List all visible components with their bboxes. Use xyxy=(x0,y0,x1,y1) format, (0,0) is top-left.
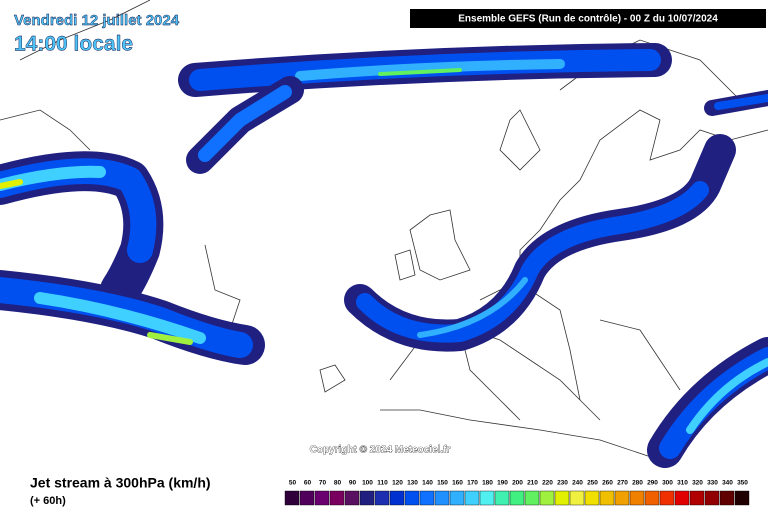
legend-swatch xyxy=(419,490,435,506)
legend-swatch xyxy=(569,490,585,506)
jet-iceland xyxy=(186,76,304,174)
jet-northeast xyxy=(704,90,768,116)
legend-label: 300 xyxy=(662,480,673,487)
footer-title: Jet stream à 300hPa (km/h) xyxy=(30,475,211,491)
legend-swatch xyxy=(719,490,735,506)
legend-swatch xyxy=(299,490,315,506)
legend-swatch xyxy=(674,490,690,506)
legend-label: 50 xyxy=(289,480,297,487)
legend-swatch xyxy=(494,490,510,506)
run-info-box xyxy=(410,9,766,28)
legend-swatch xyxy=(539,490,555,506)
legend-swatch xyxy=(689,490,705,506)
legend-label: 150 xyxy=(437,480,448,487)
legend-swatch xyxy=(599,490,615,506)
legend-swatch xyxy=(524,490,540,506)
jet-europe xyxy=(344,134,736,352)
legend-swatch xyxy=(359,490,375,506)
legend-swatch xyxy=(404,490,420,506)
jet-top xyxy=(178,43,672,97)
legend-swatch xyxy=(284,490,300,506)
legend-swatch xyxy=(329,490,345,506)
legend-label: 130 xyxy=(407,480,418,487)
legend-label: 100 xyxy=(362,480,373,487)
legend-label: 140 xyxy=(422,480,433,487)
legend-label: 80 xyxy=(334,480,342,487)
time-label: 14:00 locale xyxy=(14,33,133,56)
legend-swatch xyxy=(734,490,750,506)
legend-label: 270 xyxy=(617,480,628,487)
legend-label: 110 xyxy=(377,480,388,487)
legend-swatch xyxy=(554,490,570,506)
legend-label: 310 xyxy=(677,480,688,487)
legend-label: 60 xyxy=(304,480,312,487)
legend-label: 70 xyxy=(319,480,327,487)
legend-label: 250 xyxy=(587,480,598,487)
legend-label: 90 xyxy=(349,480,357,487)
legend-swatch xyxy=(374,490,390,506)
run-info: Ensemble GEFS (Run de contrôle) - 00 Z d… xyxy=(458,14,718,25)
legend-swatch xyxy=(659,490,675,506)
jet-west-loop xyxy=(0,151,265,365)
legend-label: 210 xyxy=(527,480,538,487)
legend-label: 240 xyxy=(572,480,583,487)
legend-label: 290 xyxy=(647,480,658,487)
legend-label: 320 xyxy=(692,480,703,487)
legend-label: 280 xyxy=(632,480,643,487)
legend-swatch xyxy=(644,490,660,506)
jet-streams xyxy=(0,43,768,468)
legend-label: 120 xyxy=(392,480,403,487)
legend-swatch xyxy=(704,490,720,506)
legend-label: 330 xyxy=(707,480,718,487)
legend-label: 220 xyxy=(542,480,553,487)
legend-swatch xyxy=(629,490,645,506)
legend-swatch xyxy=(344,490,360,506)
legend-label: 350 xyxy=(737,480,748,487)
legend-label: 180 xyxy=(482,480,493,487)
legend-label: 190 xyxy=(497,480,508,487)
legend-swatch xyxy=(314,490,330,506)
legend-label: 230 xyxy=(557,480,568,487)
date-label: Vendredi 12 juillet 2024 xyxy=(14,12,180,29)
legend-swatch xyxy=(389,490,405,506)
jet-southeast xyxy=(647,337,768,468)
legend-label: 160 xyxy=(452,480,463,487)
footer-subtitle: (+ 60h) xyxy=(30,495,66,507)
legend-swatch xyxy=(509,490,525,506)
legend-swatch xyxy=(584,490,600,506)
legend-label: 170 xyxy=(467,480,478,487)
legend-swatch xyxy=(464,490,480,506)
legend-label: 340 xyxy=(722,480,733,487)
copyright: Copyright © 2024 Meteociel.fr xyxy=(310,445,451,456)
legend-swatch xyxy=(449,490,465,506)
legend-label: 200 xyxy=(512,480,523,487)
legend-swatch xyxy=(479,490,495,506)
legend-swatch xyxy=(434,490,450,506)
coastlines xyxy=(0,0,768,461)
legend-label: 260 xyxy=(602,480,613,487)
legend-swatch xyxy=(614,490,630,506)
legend: 50 60 70 80 90 100 110 120 130 140 150 160 170 180 190… xyxy=(284,480,750,506)
